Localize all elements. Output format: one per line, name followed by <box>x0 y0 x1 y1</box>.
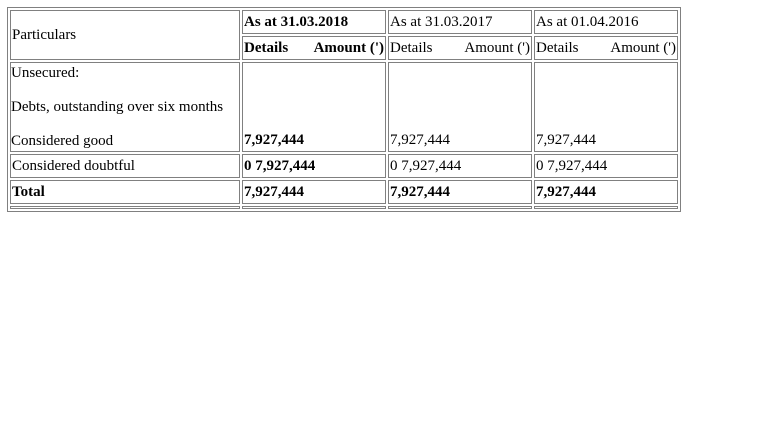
total-row: Total 7,927,444 7,927,444 7,927,444 <box>10 180 678 204</box>
considered-good-2018: 7,927,444 <box>242 62 386 152</box>
total-2016: 7,927,444 <box>534 180 678 204</box>
considered-doubtful-label: Considered doubtful <box>10 154 240 178</box>
empty-cell <box>242 206 386 209</box>
amount-label: Amount (') <box>464 40 530 56</box>
total-2017: 7,927,444 <box>388 180 532 204</box>
details-label: Details <box>390 40 433 56</box>
financial-table-container: Particulars As at 31.03.2018 As at 31.03… <box>7 7 681 212</box>
header-row-1: Particulars As at 31.03.2018 As at 31.03… <box>10 10 678 60</box>
considered-good-label: Considered good <box>11 133 114 149</box>
subheader-2016: Details Amount (') <box>534 36 678 60</box>
details-label: Details <box>536 40 579 56</box>
debts-table: Particulars As at 31.03.2018 As at 31.03… <box>7 7 681 212</box>
empty-cell <box>534 206 678 209</box>
unsecured-label: Unsecured: <box>11 65 80 81</box>
period-header-2017: As at 31.03.2017 <box>388 10 532 34</box>
amount-label: Amount (') <box>313 40 384 56</box>
period-header-2016: As at 01.04.2016 <box>534 10 678 34</box>
particulars-header: Particulars <box>10 10 240 60</box>
period-header-2018: As at 31.03.2018 <box>242 10 386 34</box>
total-2018: 7,927,444 <box>242 180 386 204</box>
unsecured-label-cell: Unsecured: Debts, outstanding over six m… <box>10 62 240 152</box>
empty-cell <box>10 206 240 209</box>
subheader-2017: Details Amount (') <box>388 36 532 60</box>
debts-label: Debts, outstanding over six months <box>11 99 224 115</box>
empty-cell <box>388 206 532 209</box>
considered-good-2016: 7,927,444 <box>534 62 678 152</box>
considered-good-2017: 7,927,444 <box>388 62 532 152</box>
considered-doubtful-row: Considered doubtful 0 7,927,444 0 7,927,… <box>10 154 678 178</box>
total-label: Total <box>10 180 240 204</box>
considered-doubtful-2016: 0 7,927,444 <box>534 154 678 178</box>
header-row-2: Details Amount (') Details Amount (') De… <box>10 36 678 60</box>
considered-doubtful-2018: 0 7,927,444 <box>242 154 386 178</box>
considered-good-row: Unsecured: Debts, outstanding over six m… <box>10 62 678 152</box>
amount-label: Amount (') <box>610 40 676 56</box>
details-label: Details <box>244 40 289 56</box>
subheader-2018: Details Amount (') <box>242 36 386 60</box>
empty-row <box>10 206 678 209</box>
considered-doubtful-2017: 0 7,927,444 <box>388 154 532 178</box>
